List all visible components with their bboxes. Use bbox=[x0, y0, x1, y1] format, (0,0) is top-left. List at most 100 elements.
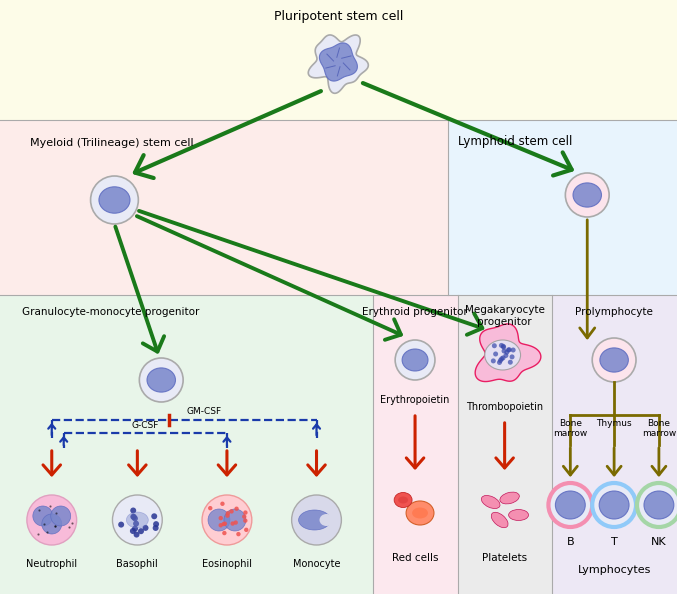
Circle shape bbox=[143, 525, 148, 531]
Circle shape bbox=[223, 522, 227, 526]
Circle shape bbox=[244, 527, 248, 532]
FancyBboxPatch shape bbox=[552, 295, 677, 594]
Circle shape bbox=[133, 520, 139, 527]
Ellipse shape bbox=[509, 510, 528, 520]
Circle shape bbox=[132, 516, 138, 522]
Text: B: B bbox=[566, 537, 574, 547]
Circle shape bbox=[51, 506, 71, 526]
Circle shape bbox=[509, 355, 515, 359]
Circle shape bbox=[224, 509, 246, 531]
Circle shape bbox=[592, 483, 636, 527]
Circle shape bbox=[226, 511, 230, 516]
Circle shape bbox=[243, 519, 248, 523]
Circle shape bbox=[33, 506, 53, 526]
Circle shape bbox=[508, 360, 513, 365]
Circle shape bbox=[229, 509, 234, 514]
Text: Thrombopoietin: Thrombopoietin bbox=[466, 402, 543, 412]
Circle shape bbox=[132, 526, 138, 532]
Text: Granulocyte-monocyte progenitor: Granulocyte-monocyte progenitor bbox=[22, 307, 199, 317]
Circle shape bbox=[222, 522, 226, 526]
Ellipse shape bbox=[644, 491, 674, 519]
Circle shape bbox=[395, 340, 435, 380]
Circle shape bbox=[493, 352, 498, 356]
Ellipse shape bbox=[481, 495, 500, 508]
Circle shape bbox=[505, 350, 509, 355]
Text: Erythroid progenitor: Erythroid progenitor bbox=[362, 307, 468, 317]
Ellipse shape bbox=[398, 497, 408, 504]
Polygon shape bbox=[320, 43, 358, 81]
Ellipse shape bbox=[599, 491, 629, 519]
Text: G-CSF: G-CSF bbox=[132, 421, 159, 430]
Circle shape bbox=[511, 347, 515, 352]
Circle shape bbox=[500, 344, 506, 349]
Circle shape bbox=[243, 510, 248, 515]
Text: Bone
marrow: Bone marrow bbox=[642, 419, 676, 438]
Circle shape bbox=[502, 349, 507, 353]
Circle shape bbox=[130, 528, 136, 534]
Ellipse shape bbox=[485, 340, 521, 370]
Text: Neutrophil: Neutrophil bbox=[27, 559, 78, 569]
Circle shape bbox=[118, 522, 124, 527]
Circle shape bbox=[233, 520, 238, 525]
Ellipse shape bbox=[126, 512, 148, 528]
Text: Eosinophil: Eosinophil bbox=[202, 559, 252, 569]
Ellipse shape bbox=[299, 510, 330, 530]
Text: Thymus: Thymus bbox=[596, 419, 632, 428]
Ellipse shape bbox=[556, 491, 585, 519]
Text: Lymphocytes: Lymphocytes bbox=[577, 565, 651, 575]
Text: Bone
marrow: Bone marrow bbox=[554, 419, 588, 438]
Circle shape bbox=[131, 514, 136, 520]
FancyBboxPatch shape bbox=[458, 295, 552, 594]
Circle shape bbox=[498, 358, 503, 363]
Ellipse shape bbox=[500, 492, 520, 504]
Circle shape bbox=[499, 356, 504, 361]
Circle shape bbox=[292, 495, 341, 545]
Circle shape bbox=[220, 501, 224, 506]
Circle shape bbox=[637, 483, 680, 527]
Text: Platelets: Platelets bbox=[482, 553, 527, 563]
Circle shape bbox=[500, 355, 505, 361]
FancyBboxPatch shape bbox=[373, 295, 458, 594]
Circle shape bbox=[218, 523, 223, 527]
Circle shape bbox=[218, 516, 223, 520]
Circle shape bbox=[225, 513, 230, 518]
Ellipse shape bbox=[99, 187, 130, 213]
Ellipse shape bbox=[573, 183, 602, 207]
Circle shape bbox=[497, 360, 502, 365]
Circle shape bbox=[139, 358, 183, 402]
Text: Red cells: Red cells bbox=[392, 553, 439, 563]
Circle shape bbox=[202, 495, 252, 545]
Circle shape bbox=[90, 176, 138, 224]
Circle shape bbox=[242, 514, 246, 519]
Ellipse shape bbox=[394, 492, 412, 507]
Text: NK: NK bbox=[651, 537, 666, 547]
Circle shape bbox=[131, 514, 137, 520]
Circle shape bbox=[27, 495, 77, 545]
Circle shape bbox=[133, 532, 139, 538]
Circle shape bbox=[503, 353, 509, 358]
Ellipse shape bbox=[412, 507, 428, 519]
Circle shape bbox=[231, 522, 235, 526]
Circle shape bbox=[151, 513, 157, 519]
Text: Prolymphocyte: Prolymphocyte bbox=[575, 307, 653, 317]
Text: Monocyte: Monocyte bbox=[293, 559, 340, 569]
FancyBboxPatch shape bbox=[0, 295, 373, 594]
Circle shape bbox=[549, 483, 592, 527]
Circle shape bbox=[501, 345, 506, 350]
Circle shape bbox=[499, 343, 504, 348]
Circle shape bbox=[41, 514, 62, 534]
Text: Basophil: Basophil bbox=[116, 559, 158, 569]
Ellipse shape bbox=[320, 514, 333, 526]
Circle shape bbox=[492, 343, 497, 348]
Circle shape bbox=[491, 358, 496, 364]
Circle shape bbox=[592, 338, 636, 382]
Circle shape bbox=[112, 495, 163, 545]
Circle shape bbox=[138, 528, 144, 534]
Text: Erythropoietin: Erythropoietin bbox=[380, 395, 449, 405]
Ellipse shape bbox=[147, 368, 175, 392]
Polygon shape bbox=[475, 324, 541, 381]
Text: Myeloid (Trilineage) stem cell: Myeloid (Trilineage) stem cell bbox=[30, 138, 194, 148]
Circle shape bbox=[208, 509, 230, 531]
Circle shape bbox=[507, 347, 512, 352]
FancyBboxPatch shape bbox=[0, 0, 677, 120]
